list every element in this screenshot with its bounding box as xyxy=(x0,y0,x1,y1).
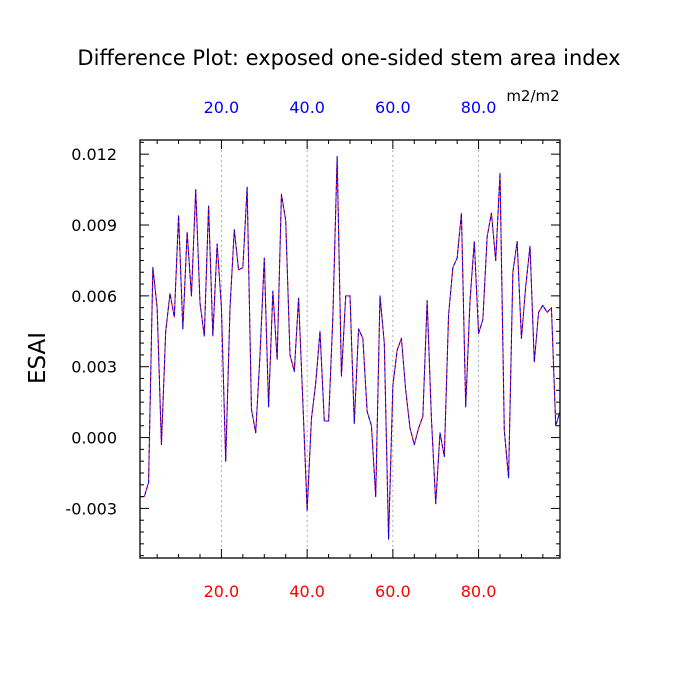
y-tick-label: 0.009 xyxy=(71,216,117,235)
x-tick-label-top: 80.0 xyxy=(461,98,497,117)
units-label: m2/m2 xyxy=(506,87,559,105)
y-tick-label: 0.000 xyxy=(71,429,117,448)
series-line-blue xyxy=(140,156,561,540)
chart-title: Difference Plot: exposed one-sided stem … xyxy=(77,46,620,70)
y-tick-label: 0.012 xyxy=(71,145,117,164)
series-line-red xyxy=(140,156,561,540)
x-tick-label-bottom: 40.0 xyxy=(289,582,325,601)
axis-tick-labels: 20.0 20.0 40.0 40.0 60.0 60.0 80.0 80.0 -0.003 0.… xyxy=(65,98,496,601)
y-axis-label: ESAI xyxy=(25,332,51,384)
y-tick-label: -0.003 xyxy=(65,499,117,518)
x-tick-label-top: 20.0 xyxy=(204,98,240,117)
x-tick-label-top: 40.0 xyxy=(289,98,325,117)
y-tick-label: 0.006 xyxy=(71,287,117,306)
x-tick-label-bottom: 20.0 xyxy=(204,582,240,601)
x-tick-label-bottom: 60.0 xyxy=(375,582,411,601)
series-layer xyxy=(140,156,561,540)
plot-frame xyxy=(139,139,561,559)
y-tick-label: 0.003 xyxy=(71,358,117,377)
x-tick-label-bottom: 80.0 xyxy=(461,582,497,601)
axis-ticks xyxy=(140,140,560,558)
x-tick-label-top: 60.0 xyxy=(375,98,411,117)
